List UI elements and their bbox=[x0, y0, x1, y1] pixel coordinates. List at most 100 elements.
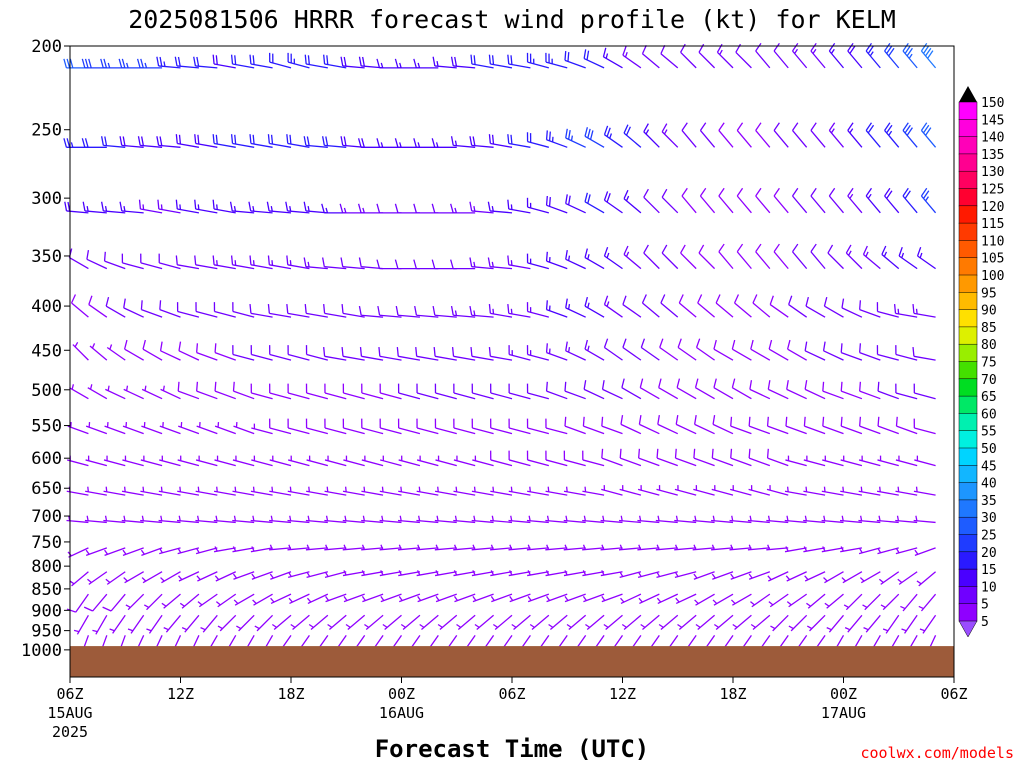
wind-barbs-layer bbox=[63, 42, 937, 657]
wind-barb-half bbox=[565, 486, 568, 492]
wind-barb bbox=[766, 515, 789, 524]
wind-barb bbox=[785, 455, 807, 467]
wind-barb bbox=[658, 378, 679, 400]
wind-barb-full bbox=[118, 58, 123, 69]
wind-barb-shaft bbox=[692, 547, 715, 551]
wind-barb-shaft bbox=[232, 459, 255, 467]
wind-barb bbox=[681, 187, 697, 214]
wind-barb-shaft bbox=[140, 208, 163, 214]
wind-barb-shaft bbox=[858, 459, 881, 467]
wind-barb bbox=[324, 571, 347, 579]
wind-barb bbox=[823, 296, 844, 318]
wind-barb bbox=[699, 187, 716, 214]
wind-barb-shaft bbox=[623, 253, 642, 270]
y-tick-label: 750 bbox=[31, 533, 62, 553]
wind-barb bbox=[603, 191, 623, 214]
wind-barb-half bbox=[436, 61, 439, 67]
wind-barb-shaft bbox=[379, 355, 402, 361]
wind-barb-half bbox=[877, 547, 882, 554]
wind-barb-shaft bbox=[600, 547, 623, 551]
wind-barb-half bbox=[453, 596, 459, 601]
wind-barb-shaft bbox=[622, 304, 642, 318]
wind-barb bbox=[526, 197, 550, 214]
wind-barb-half bbox=[472, 596, 477, 601]
wind-barb bbox=[470, 54, 494, 69]
wind-barb bbox=[122, 455, 144, 467]
wind-barb bbox=[269, 544, 292, 551]
wind-barb-shaft bbox=[251, 427, 273, 435]
wind-barb-full bbox=[340, 257, 344, 267]
wind-barb-half bbox=[713, 623, 719, 628]
wind-barb-full bbox=[920, 187, 928, 197]
wind-barb bbox=[859, 381, 881, 400]
wind-barb bbox=[656, 571, 678, 579]
wind-barb-shaft bbox=[342, 571, 365, 577]
wind-barb-full bbox=[122, 136, 126, 146]
wind-barb-full bbox=[828, 122, 836, 131]
wind-barb-full bbox=[699, 122, 707, 131]
wind-barb-shaft bbox=[324, 312, 347, 318]
wind-barb bbox=[161, 593, 181, 609]
wind-barb-shaft bbox=[920, 195, 937, 214]
wind-barb-full bbox=[88, 58, 92, 69]
wind-barb-shaft bbox=[184, 614, 200, 633]
wind-barb bbox=[810, 122, 826, 148]
wind-barb-full bbox=[847, 187, 854, 197]
wind-barb-full bbox=[822, 341, 826, 351]
wind-barb-shaft bbox=[159, 459, 181, 467]
wind-barb bbox=[125, 593, 145, 611]
wind-barb bbox=[193, 56, 218, 69]
wind-barb-half bbox=[914, 549, 919, 555]
wind-barb-shaft bbox=[158, 208, 181, 214]
wind-barb-full bbox=[912, 303, 915, 314]
wind-barb-shaft bbox=[71, 571, 89, 587]
wind-barb-shaft bbox=[527, 571, 549, 577]
wind-barb-shaft bbox=[681, 130, 697, 148]
wind-barb-shaft bbox=[768, 388, 789, 400]
wind-barb-half bbox=[163, 61, 166, 67]
wind-barb-half bbox=[364, 623, 370, 628]
wind-barb bbox=[453, 455, 476, 467]
wind-barb-full bbox=[545, 251, 548, 262]
wind-barb-shaft bbox=[250, 264, 273, 270]
wind-barb-half bbox=[104, 515, 108, 521]
wind-barb-full bbox=[178, 341, 182, 351]
wind-barb-shaft bbox=[250, 547, 273, 553]
wind-barb-shaft bbox=[121, 210, 144, 214]
wind-barb-shaft bbox=[842, 571, 863, 584]
wind-barb-shaft bbox=[324, 392, 347, 400]
wind-barb-shaft bbox=[902, 50, 918, 69]
y-tick-label: 350 bbox=[31, 247, 62, 267]
credit-link[interactable]: coolwx.com/models bbox=[860, 744, 1014, 762]
wind-barb bbox=[175, 134, 200, 148]
wind-barb-shaft bbox=[453, 392, 476, 400]
wind-barb-half bbox=[216, 486, 218, 492]
wind-barb-full bbox=[749, 380, 753, 390]
wind-barb-shaft bbox=[804, 388, 826, 400]
wind-barb-half bbox=[511, 623, 517, 628]
wind-barb bbox=[827, 244, 844, 270]
wind-barb-half bbox=[270, 597, 275, 603]
wind-barb-half bbox=[824, 602, 830, 607]
wind-barb-shaft bbox=[269, 264, 292, 270]
wind-barb-full bbox=[432, 56, 436, 67]
wind-barb-shaft bbox=[840, 459, 863, 467]
wind-barb-half bbox=[826, 627, 832, 631]
wind-barb-half bbox=[840, 546, 844, 552]
wind-barb-shaft bbox=[895, 312, 918, 318]
wind-barb-half bbox=[289, 206, 292, 212]
wind-barb bbox=[435, 455, 457, 467]
wind-barb-half bbox=[195, 547, 200, 554]
colorbar-over-arrow bbox=[959, 86, 977, 102]
wind-barb-full bbox=[394, 203, 399, 214]
wind-barb-full bbox=[175, 255, 178, 265]
wind-barb bbox=[731, 339, 752, 361]
wind-barb-full bbox=[156, 56, 160, 67]
wind-barb-shaft bbox=[711, 519, 734, 524]
wind-barb-half bbox=[492, 308, 495, 314]
wind-barb bbox=[677, 614, 697, 630]
colorbar-label: 60 bbox=[981, 407, 997, 422]
wind-barb-shaft bbox=[92, 593, 108, 612]
wind-barb-full bbox=[694, 415, 697, 425]
wind-barb-full bbox=[249, 303, 252, 314]
